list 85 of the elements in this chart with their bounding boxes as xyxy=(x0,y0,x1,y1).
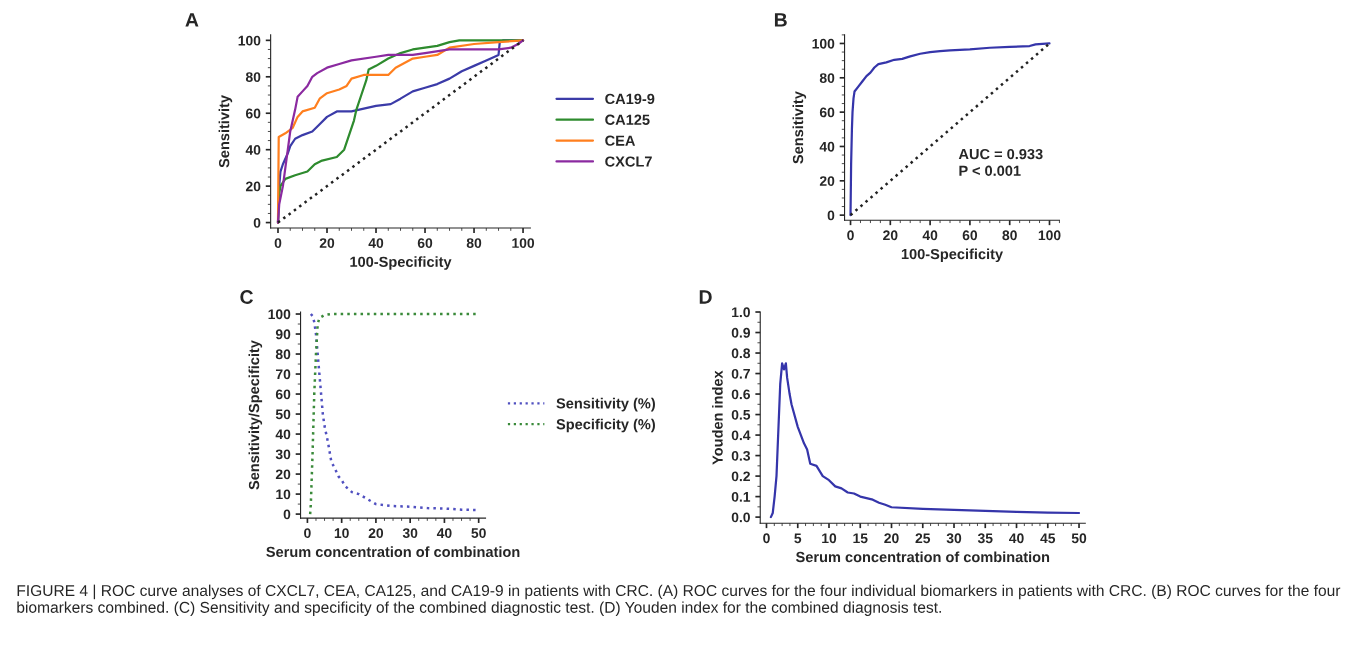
x-tick-label: 25 xyxy=(915,533,931,544)
y-axis-title: Sensitivity xyxy=(792,91,807,164)
y-tick-label: 0.1 xyxy=(731,491,751,502)
x-tick-label: 0 xyxy=(763,533,770,544)
x-tick-label: 10 xyxy=(334,528,349,539)
y-axis-title: Sensitivity xyxy=(218,95,233,168)
y-tick-label: 20 xyxy=(819,176,835,186)
line-series xyxy=(769,362,1081,519)
y-tick-label: 0.6 xyxy=(731,389,751,400)
y-tick-label: 0.9 xyxy=(731,327,750,338)
legend-label: CA19-9 xyxy=(605,93,655,105)
x-axis-title: 100-Specificity xyxy=(901,248,1003,263)
y-axis-title: Sensitivity/Specificity xyxy=(248,340,263,490)
y-tick-label: 60 xyxy=(819,107,835,118)
y-tick-label: 30 xyxy=(275,449,291,460)
x-tick-label: 40 xyxy=(922,230,938,241)
y-tick-label: 100 xyxy=(268,309,291,320)
y-tick-label: 0 xyxy=(253,217,261,228)
x-tick-label: 30 xyxy=(402,528,418,539)
y-tick-label: 0.3 xyxy=(731,450,751,461)
y-tick-label: 40 xyxy=(275,429,291,440)
x-tick-label: 80 xyxy=(466,238,482,248)
y-axis-title: Youden index xyxy=(712,370,723,465)
y-tick-label: 1.0 xyxy=(732,307,750,318)
y-tick-label: 0.7 xyxy=(731,368,750,379)
y-tick-label: 0.8 xyxy=(731,348,751,359)
chart-title: C xyxy=(240,290,254,304)
annotation: P < 0.001 xyxy=(959,165,1021,176)
x-axis-title: 100-Specificity xyxy=(350,256,452,270)
chart-title: A xyxy=(185,13,199,27)
x-tick-label: 45 xyxy=(1040,533,1056,544)
legend-label: CA125 xyxy=(605,114,650,125)
y-tick-label: 60 xyxy=(245,108,261,119)
legend-label: CXCL7 xyxy=(605,156,652,167)
legend-label: Specificity (%) xyxy=(556,418,655,433)
x-tick-label: 40 xyxy=(368,238,384,248)
y-tick-label: 0 xyxy=(827,210,835,221)
y-tick-label: 0.5 xyxy=(731,409,751,420)
y-tick-label: 40 xyxy=(245,145,261,155)
annotation: AUC = 0.933 xyxy=(958,148,1043,160)
x-tick-label: 60 xyxy=(417,238,433,248)
x-tick-label: 100 xyxy=(1038,230,1061,241)
chart-title: D xyxy=(699,290,712,304)
x-tick-label: 35 xyxy=(977,533,993,544)
x-tick-label: 0 xyxy=(847,230,854,241)
chart-title: B xyxy=(774,13,787,27)
x-tick-label: 40 xyxy=(1009,533,1024,544)
line-series xyxy=(276,39,525,224)
y-tick-label: 60 xyxy=(275,389,291,400)
y-tick-label: 40 xyxy=(819,141,835,152)
x-tick-label: 20 xyxy=(319,238,335,248)
x-tick-label: 50 xyxy=(471,528,486,539)
y-tick-label: 10 xyxy=(276,489,291,500)
y-tick-label: 80 xyxy=(275,349,291,360)
x-tick-label: 40 xyxy=(436,528,452,539)
x-tick-label: 5 xyxy=(794,533,802,544)
x-tick-label: 20 xyxy=(368,528,384,539)
y-tick-label: 50 xyxy=(275,409,291,420)
x-tick-label: 100 xyxy=(512,238,535,248)
x-axis-title: Serum concentration of combination xyxy=(266,546,520,558)
line-series xyxy=(849,42,1051,217)
x-tick-label: 20 xyxy=(883,230,898,241)
y-tick-label: 80 xyxy=(245,72,261,82)
y-tick-label: 100 xyxy=(812,38,835,49)
y-tick-label: 0 xyxy=(283,509,291,520)
y-tick-label: 80 xyxy=(819,73,835,83)
caption: FIGURE 4 | ROC curve analyses of CXCL7, CEA, CA125, and CA19-9 in patients with CRC. (A) ROC curves for the four individual biomarkers in patients with CRC. (B) ROC curves for the four biomarkers combined. (C) Sensitivity and specificity of the combined diagnostic test. (D) Youden index for the combined diagnosis test. xyxy=(17,584,1341,616)
y-tick-label: 70 xyxy=(275,369,291,380)
y-tick-label: 90 xyxy=(275,329,291,340)
y-tick-label: 0.0 xyxy=(731,512,750,523)
x-tick-label: 60 xyxy=(962,230,978,241)
y-tick-label: 0.4 xyxy=(731,430,751,441)
x-tick-label: 0 xyxy=(304,528,311,539)
x-tick-label: 80 xyxy=(1002,230,1017,241)
y-tick-label: 0.2 xyxy=(731,471,750,482)
x-tick-label: 20 xyxy=(884,533,899,544)
legend-label: Sensitivity (%) xyxy=(556,397,655,412)
x-tick-label: 50 xyxy=(1071,533,1087,544)
x-axis-title: Serum concentration of combination xyxy=(795,551,1050,563)
legend-label: CEA xyxy=(605,135,636,146)
y-tick-label: 20 xyxy=(275,469,291,480)
y-tick-label: 20 xyxy=(245,181,261,192)
x-tick-label: 15 xyxy=(853,533,868,544)
y-tick-label: 100 xyxy=(238,35,261,46)
x-tick-label: 30 xyxy=(946,533,962,544)
